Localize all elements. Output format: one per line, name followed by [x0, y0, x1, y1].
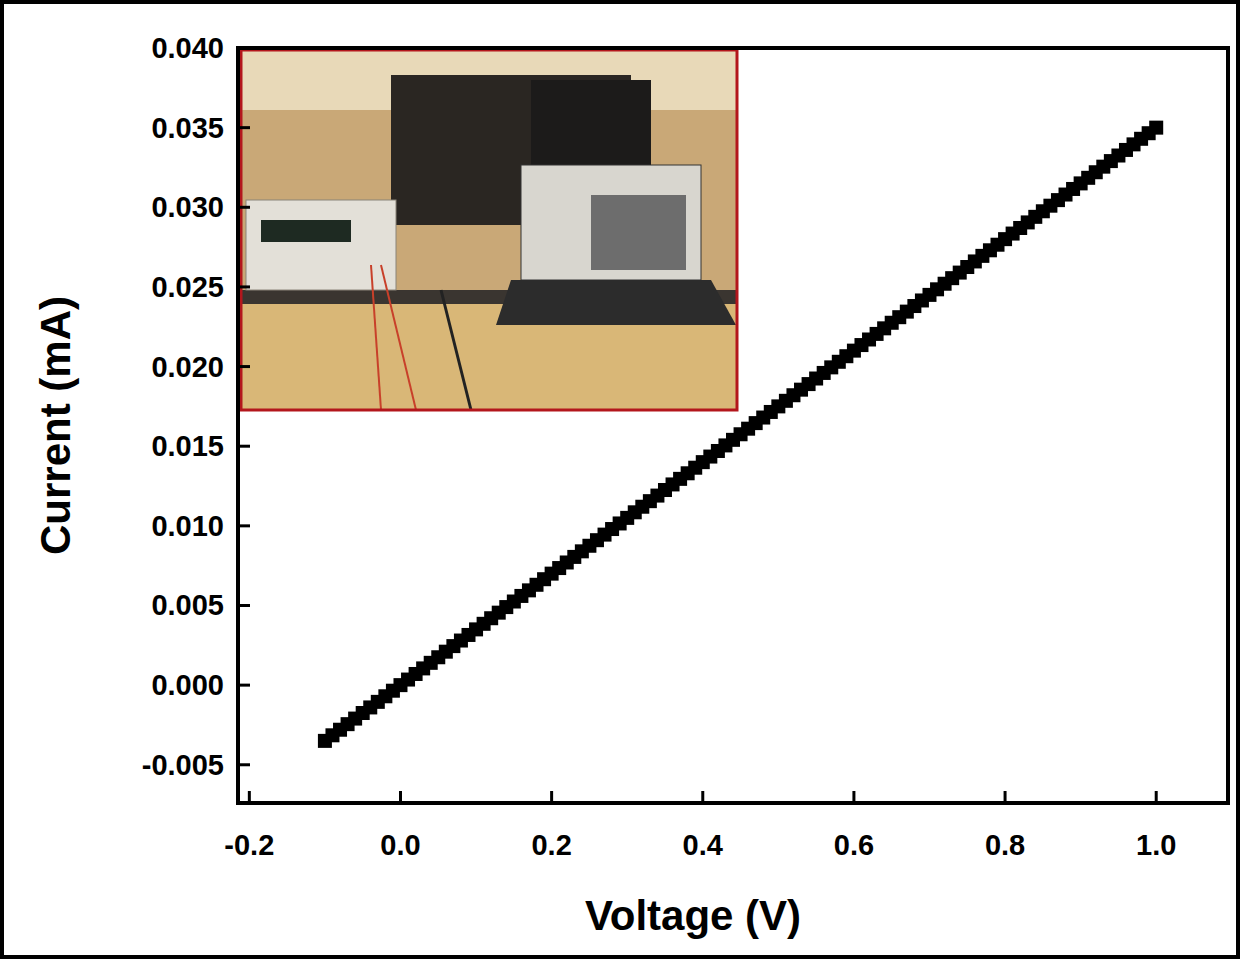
x-tick-label: 0.8: [985, 829, 1025, 861]
ticks: -0.2 0.0 0.2 0.4 0.6 0.8 1.0 -0.005 0.000 0.005 0.…: [142, 32, 1177, 861]
x-axis-title: Voltage (V): [585, 892, 801, 939]
x-tick-label: -0.2: [224, 829, 274, 861]
inset-border: [241, 50, 737, 410]
data-point: [1149, 121, 1163, 135]
x-tick: [1155, 791, 1158, 803]
photo-cable: [371, 265, 381, 410]
inset-photo: [241, 50, 737, 410]
y-tick: [238, 445, 250, 448]
figure-border: [2, 2, 1238, 957]
x-tick-label: 0.4: [683, 829, 723, 861]
photo-laptop-screen: [521, 165, 701, 280]
y-tick-label: -0.005: [142, 749, 224, 781]
x-tick: [1004, 791, 1007, 803]
y-tick: [238, 285, 250, 288]
photo-instrument: [246, 200, 396, 290]
x-tick-label: 1.0: [1136, 829, 1176, 861]
x-tick: [852, 791, 855, 803]
y-tick-label: 0.015: [151, 430, 224, 462]
y-tick-label: 0.020: [151, 351, 224, 383]
y-tick: [238, 604, 250, 607]
y-tick: [238, 365, 250, 368]
x-tick: [248, 791, 251, 803]
x-tick: [399, 791, 402, 803]
y-tick: [238, 524, 250, 527]
y-tick: [238, 126, 250, 129]
y-tick: [238, 684, 250, 687]
x-tick-label: 0.6: [834, 829, 874, 861]
y-axis-title: Current (mA): [32, 296, 79, 555]
y-tick-label: 0.000: [151, 669, 224, 701]
y-tick: [238, 206, 250, 209]
y-tick-label: 0.025: [151, 271, 224, 303]
y-tick: [238, 47, 250, 50]
photo-cable: [441, 290, 471, 410]
y-tick-label: 0.035: [151, 112, 224, 144]
photo-display: [261, 220, 351, 242]
x-tick-label: 0.0: [380, 829, 420, 861]
plot-frame: [238, 48, 1228, 803]
x-tick: [550, 791, 553, 803]
photo-laptop-keyboard: [496, 280, 736, 325]
chart: -0.2 0.0 0.2 0.4 0.6 0.8 1.0 -0.005 0.000 0.005 0.…: [0, 0, 1240, 959]
y-tick-label: 0.040: [151, 32, 224, 64]
photo-background: [241, 50, 737, 410]
x-tick: [701, 791, 704, 803]
x-tick-label: 0.2: [531, 829, 571, 861]
y-tick-label: 0.030: [151, 191, 224, 223]
y-tick-label: 0.010: [151, 510, 224, 542]
y-tick-label: 0.005: [151, 589, 224, 621]
photo-cable: [381, 265, 416, 410]
y-tick: [238, 763, 250, 766]
photo-laptop-plot: [591, 195, 686, 270]
